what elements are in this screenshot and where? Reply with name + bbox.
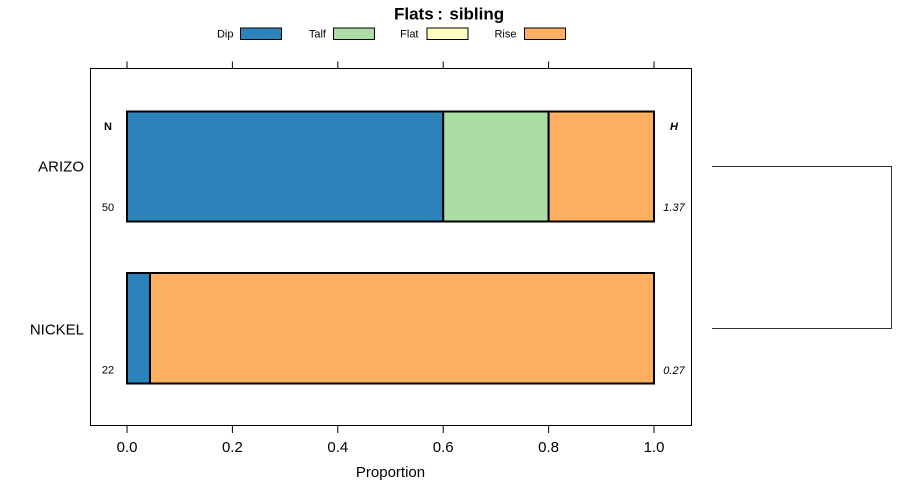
svg-text:NICKEL: NICKEL xyxy=(30,322,84,339)
svg-text:H: H xyxy=(670,121,679,133)
svg-text:Talf: Talf xyxy=(309,29,327,41)
svg-text:0.6: 0.6 xyxy=(433,439,454,456)
svg-text:Flat: Flat xyxy=(400,29,418,41)
svg-text:50: 50 xyxy=(102,202,114,214)
svg-text:0.27: 0.27 xyxy=(663,365,685,377)
svg-text:Proportion: Proportion xyxy=(356,464,425,481)
svg-text:Flats:sibling: Flats: sibling xyxy=(394,5,504,24)
svg-text:0.2: 0.2 xyxy=(222,439,243,456)
svg-text:N: N xyxy=(104,121,112,133)
svg-text:Rise: Rise xyxy=(494,29,516,41)
svg-text:1.37: 1.37 xyxy=(663,202,685,214)
svg-text:0.8: 0.8 xyxy=(538,439,559,456)
svg-text:0.4: 0.4 xyxy=(327,439,348,456)
svg-text:1.0: 1.0 xyxy=(644,439,665,456)
svg-text:22: 22 xyxy=(102,365,114,377)
svg-text:0.0: 0.0 xyxy=(117,439,138,456)
svg-text:ARIZO: ARIZO xyxy=(38,159,84,176)
svg-text:Dip: Dip xyxy=(217,29,234,41)
